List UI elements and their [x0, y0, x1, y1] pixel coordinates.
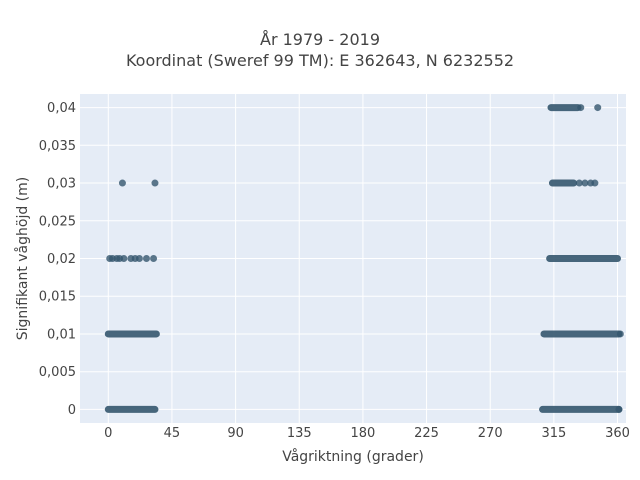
data-point-cluster: [104, 405, 159, 413]
data-point: [118, 179, 126, 187]
data-point: [616, 330, 624, 338]
y-tick-label: 0,005: [39, 365, 76, 380]
x-tick-label: 45: [164, 426, 181, 441]
y-tick-label: 0,04: [47, 101, 76, 116]
data-point: [594, 104, 602, 112]
data-point: [577, 104, 585, 112]
data-point: [142, 255, 150, 262]
data-point: [591, 179, 599, 187]
x-axis-title: Vågriktning (grader): [282, 448, 424, 465]
data-point-cluster: [540, 330, 623, 338]
x-tick-label: 315: [541, 426, 566, 441]
y-axis-title: Signifikant våghöjd (m): [14, 177, 31, 340]
y-axis-ticks: 0 0,005 0,01 0,015 0,02 0,025 0,03 0,035 0,04: [39, 101, 76, 418]
data-point: [581, 179, 589, 187]
data-point-cluster: [548, 179, 578, 187]
chart-title-line1: År 1979 - 2019: [260, 30, 380, 49]
x-tick-label: 225: [414, 426, 439, 441]
x-axis-ticks: 0 45 90 135 180 225 270 315 360: [104, 426, 630, 441]
x-tick-label: 135: [287, 426, 312, 441]
y-tick-label: 0,02: [47, 252, 76, 267]
data-point: [151, 179, 159, 187]
y-tick-label: 0,025: [39, 214, 76, 229]
data-point-cluster: [104, 330, 160, 338]
data-point: [150, 255, 158, 262]
x-tick-label: 90: [227, 426, 244, 441]
y-tick-label: 0,035: [39, 139, 76, 154]
data-point-cluster: [546, 255, 622, 262]
x-tick-label: 0: [104, 426, 112, 441]
x-tick-label: 270: [478, 426, 503, 441]
y-tick-label: 0: [68, 403, 76, 418]
data-point: [615, 405, 623, 413]
data-point: [135, 255, 143, 262]
data-point: [575, 179, 583, 187]
x-tick-label: 180: [350, 426, 375, 441]
data-point-cluster: [539, 405, 623, 413]
y-tick-label: 0,015: [39, 290, 76, 305]
data-point: [120, 255, 128, 262]
y-tick-label: 0,01: [47, 327, 76, 342]
chart-title-line2: Koordinat (Sweref 99 TM): E 362643, N 62…: [125, 51, 515, 70]
x-tick-label: 360: [605, 426, 630, 441]
y-tick-label: 0,03: [47, 177, 76, 192]
data-point-cluster: [547, 104, 582, 112]
data-points: [104, 104, 624, 413]
